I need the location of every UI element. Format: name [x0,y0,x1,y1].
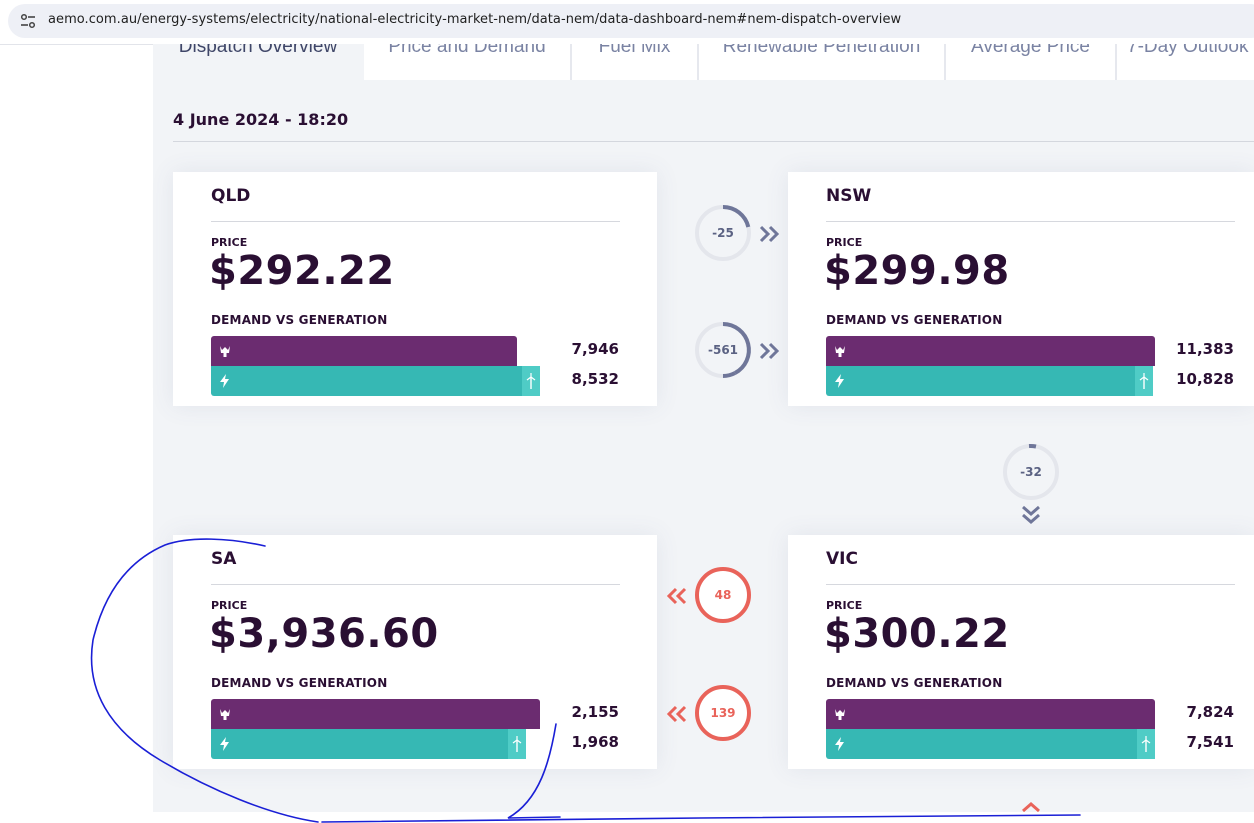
demand-plug-icon [220,709,230,720]
demand-vs-generation-label: DEMAND VS GENERATION [826,676,1003,690]
card-divider [211,584,620,585]
generation-value: 7,541 [1186,733,1234,751]
wind-turbine-icon [1141,736,1151,752]
interconnector-flow-value: -561 [707,343,739,357]
generation-cap [1135,366,1153,396]
tab-label: Dispatch Overview [178,44,338,57]
price-value: $299.98 [824,248,1010,294]
price-value: $3,936.60 [209,611,439,657]
interconnector-sa-vic-upper[interactable]: 48 [693,565,753,625]
interconnector-flow-value: -32 [1020,465,1042,479]
demand-bar [826,336,1155,366]
price-value: $292.22 [209,248,395,294]
region-card-sa: SA PRICE $3,936.60 DEMAND VS GENERATION [173,535,657,769]
site-settings-icon[interactable] [20,13,36,29]
tab-label: Price and Demand [388,44,546,57]
double-chevron-down-icon [1022,505,1040,524]
tab-bar: Dispatch Overview Price and Demand Fuel … [153,44,1254,80]
wind-turbine-icon [526,373,536,389]
demand-plug-icon [835,709,845,720]
tab-label: Fuel Mix [598,44,671,57]
url-pill[interactable] [8,4,1254,38]
dispatch-timestamp: 4 June 2024 - 18:20 [173,110,349,129]
tab-average-price[interactable]: Average Price [946,44,1117,80]
price-label: PRICE [211,236,248,249]
tab-dispatch-overview[interactable]: Dispatch Overview [153,44,363,80]
url-text[interactable]: aemo.com.au/energy-systems/electricity/n… [48,12,902,27]
interconnector-sa-vic-lower[interactable]: 139 [693,683,753,743]
double-chevron-right-icon [759,342,780,360]
timestamp-divider [173,141,1254,142]
tab-7-day-outlook[interactable]: 7-Day Outlook [1117,44,1254,80]
tab-price-and-demand[interactable]: Price and Demand [364,44,572,80]
dispatch-dashboard: Dispatch Overview Price and Demand Fuel … [153,44,1254,812]
wind-turbine-icon [1139,373,1149,389]
flow-gauge-ring [695,322,751,378]
tab-label: Average Price [971,44,1090,57]
region-card-qld: QLD PRICE $292.22 DEMAND VS GENERATION [173,172,657,406]
price-value: $300.22 [824,611,1010,657]
double-chevron-left-icon [666,705,687,723]
generation-value: 10,828 [1176,370,1234,388]
price-label: PRICE [826,236,863,249]
browser-address-bar[interactable]: aemo.com.au/energy-systems/electricity/n… [0,0,1254,45]
demand-value: 2,155 [571,703,619,721]
demand-value: 7,946 [571,340,619,358]
demand-plug-icon [220,346,230,357]
demand-plug-icon [835,346,845,357]
region-name: SA [211,549,237,569]
demand-value: 11,383 [1176,340,1234,358]
region-card-vic: VIC PRICE $300.22 DEMAND VS GENERATION [788,535,1254,769]
lightning-bolt-icon [220,737,229,751]
interconnector-qld-nsw-lower[interactable]: -561 [693,320,753,380]
generation-cap [522,366,540,396]
lightning-bolt-icon [835,737,844,751]
region-name: VIC [826,549,858,569]
generation-value: 8,532 [571,370,619,388]
demand-bar [211,699,540,729]
interconnector-flow-value: 48 [714,588,732,602]
generation-bar [211,729,526,759]
interconnector-flow-value: 139 [710,706,736,720]
interconnector-qld-nsw-upper[interactable]: -25 [693,203,753,263]
lightning-bolt-icon [835,374,844,388]
demand-vs-generation-label: DEMAND VS GENERATION [211,313,388,327]
tab-label: Renewable Penetration [722,44,921,57]
lightning-bolt-icon [220,374,229,388]
generation-bar [211,366,540,396]
demand-vs-generation-label: DEMAND VS GENERATION [211,676,388,690]
card-divider [826,221,1235,222]
flow-gauge-ring [695,205,751,261]
region-name: NSW [826,186,872,206]
demand-bar [211,336,517,366]
demand-vs-generation-label: DEMAND VS GENERATION [826,313,1003,327]
price-label: PRICE [826,599,863,612]
flow-gauge-ring [695,685,751,741]
generation-bar [826,729,1155,759]
flow-gauge-ring [695,567,751,623]
demand-value: 7,824 [1186,703,1234,721]
generation-value: 1,968 [571,733,619,751]
chevron-up-icon [1022,802,1040,812]
tab-fuel-mix[interactable]: Fuel Mix [572,44,699,80]
flow-gauge-ring [1003,443,1059,500]
card-divider [211,221,620,222]
generation-cap [1137,729,1155,759]
double-chevron-right-icon [759,225,780,243]
tab-renewable-penetration[interactable]: Renewable Penetration [699,44,946,80]
double-chevron-left-icon [666,587,687,605]
demand-bar [826,699,1155,729]
generation-bar [826,366,1153,396]
region-card-nsw: NSW PRICE $299.98 DEMAND VS GENERATION [788,172,1254,406]
wind-turbine-icon [512,736,522,752]
interconnector-flow-value: -25 [712,226,734,240]
interconnector-nsw-vic[interactable]: -32 [1001,442,1061,502]
tab-label: 7-Day Outlook [1127,44,1249,57]
card-divider [826,584,1235,585]
region-name: QLD [211,186,251,206]
generation-cap [508,729,526,759]
